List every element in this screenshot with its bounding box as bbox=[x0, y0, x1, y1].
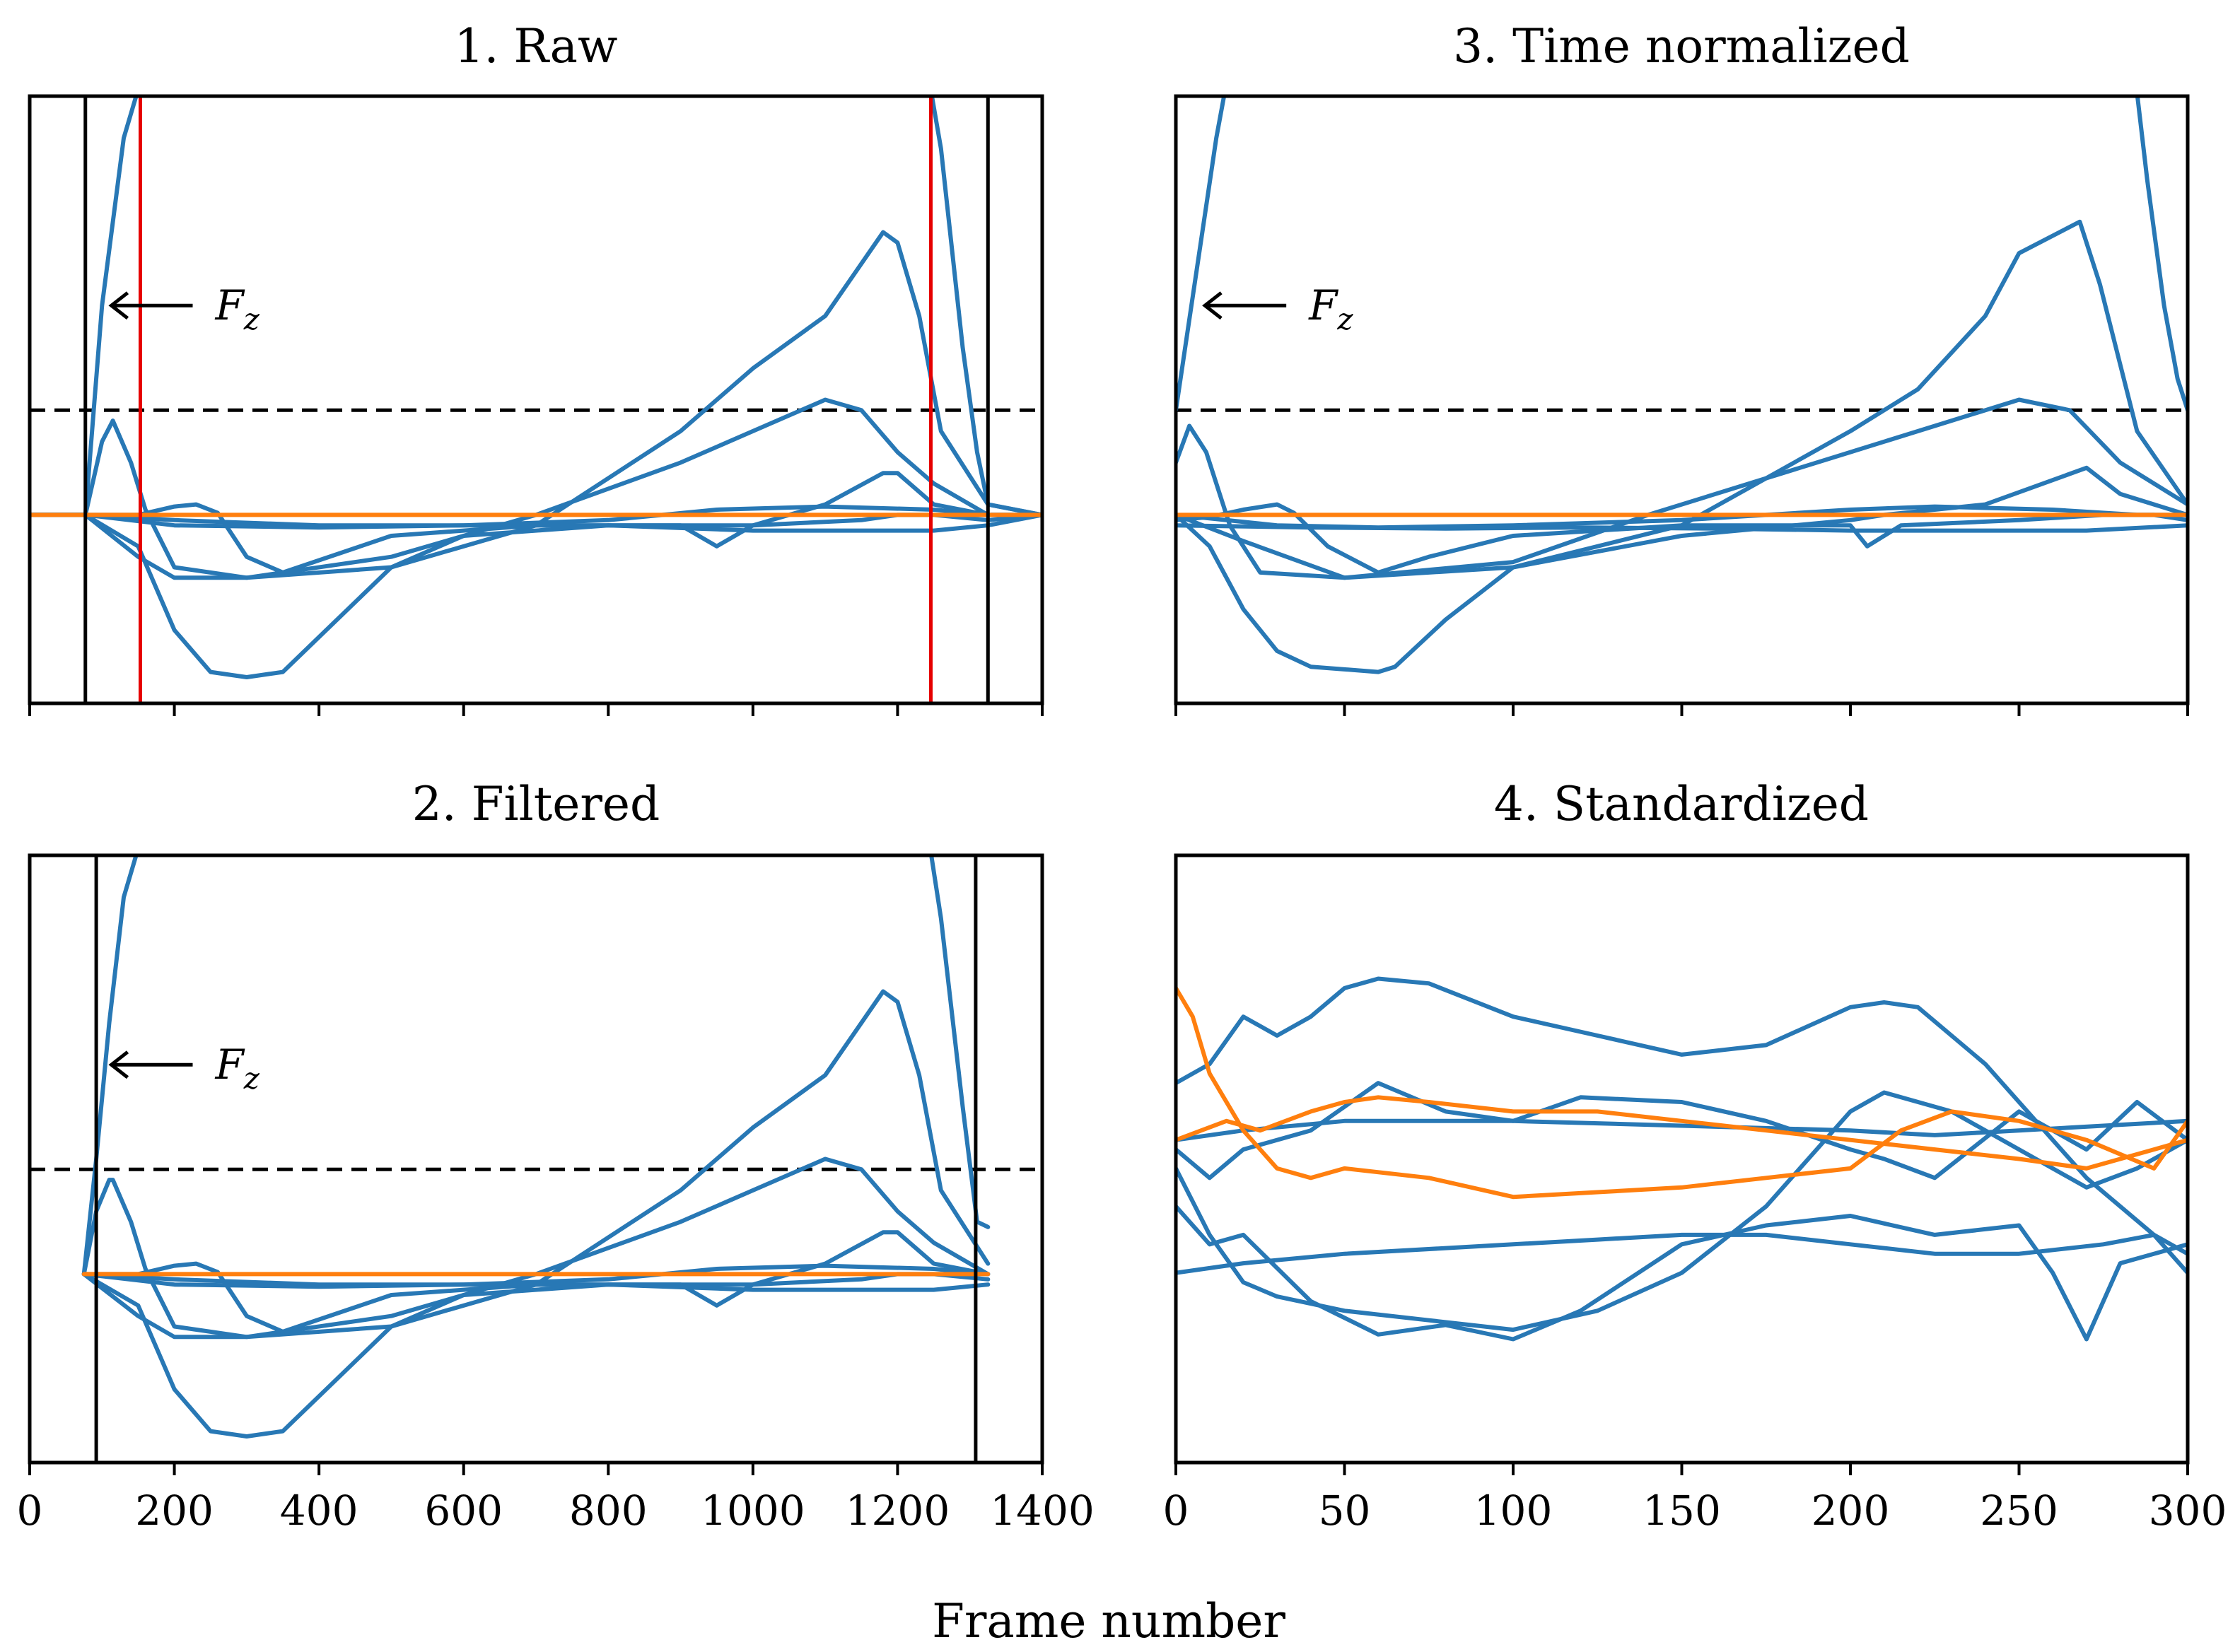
fz-annotation: Fz bbox=[108, 1041, 260, 1096]
annotation-arrowhead bbox=[108, 1050, 129, 1079]
series-line-c bbox=[81, 1230, 991, 1439]
series-line-f bbox=[81, 1272, 991, 1292]
plot-area bbox=[1176, 96, 2188, 674]
series-line-s6 bbox=[1176, 1232, 2188, 1275]
x-tick-label: 0 bbox=[1163, 1487, 1189, 1535]
x-ticks: 0 200 400 600 800 1000 1200 1400 bbox=[17, 1463, 1095, 1535]
series-line-Fz bbox=[30, 96, 1042, 517]
series-line-e bbox=[30, 504, 1042, 530]
series-line-c bbox=[1176, 465, 2188, 674]
panel-title: 2. Filtered bbox=[412, 777, 660, 831]
axes-frame bbox=[28, 94, 1044, 705]
x-tick-label: 50 bbox=[1319, 1487, 1371, 1535]
series-line-f bbox=[1176, 523, 2188, 533]
x-axis-label: Frame number bbox=[932, 1594, 1285, 1648]
series-line-d bbox=[81, 1261, 991, 1334]
axes-frame bbox=[28, 853, 1044, 1465]
axes-frame bbox=[1174, 94, 2190, 705]
annotation-arrowhead bbox=[1202, 291, 1223, 320]
x-tick-label: 1200 bbox=[846, 1487, 950, 1535]
x-tick-label: 1000 bbox=[701, 1487, 805, 1535]
x-tick-label: 300 bbox=[2149, 1487, 2227, 1535]
annotation-label: Fz bbox=[215, 281, 260, 336]
panel-raw: 1. Raw Fz bbox=[28, 19, 1044, 716]
series-line-b bbox=[30, 397, 1042, 580]
series-line-r1 bbox=[1176, 985, 2188, 1200]
x-tick-label: 200 bbox=[135, 1487, 214, 1535]
x-tick-label: 100 bbox=[1474, 1487, 1553, 1535]
series-line-d bbox=[1176, 502, 2188, 575]
x-ticks bbox=[28, 703, 1044, 716]
panel-title: 1. Raw bbox=[455, 19, 618, 74]
panel-title: 4. Standardized bbox=[1494, 777, 1869, 831]
x-ticks bbox=[1174, 703, 2189, 716]
plot-area bbox=[1176, 976, 2188, 1342]
panel-time-normalized: 3. Time normalized Fz bbox=[1174, 19, 2190, 716]
x-tick-label: 600 bbox=[424, 1487, 503, 1535]
x-tick-label: 150 bbox=[1643, 1487, 1721, 1535]
plot-area bbox=[30, 855, 1042, 1463]
series-line-a bbox=[81, 989, 991, 1340]
series-line-f bbox=[30, 512, 1042, 533]
panel-title: 3. Time normalized bbox=[1453, 19, 1910, 74]
fz-annotation: Fz bbox=[108, 281, 260, 336]
panel-standardized: 4. Standardized 0 50 100 150 200 250 300 bbox=[1163, 777, 2227, 1535]
series-line-r2 bbox=[1176, 1095, 2188, 1171]
series-line-Fz bbox=[1176, 96, 2188, 413]
panel-filtered: 2. Filtered 0 200 400 600 800 1000 1200 1400 Fz bbox=[17, 777, 1095, 1535]
x-tick-label: 1400 bbox=[990, 1487, 1095, 1535]
x-tick-label: 800 bbox=[569, 1487, 648, 1535]
x-tick-label: 200 bbox=[1812, 1487, 1890, 1535]
plot-area bbox=[30, 96, 1042, 703]
series-line-s4 bbox=[1176, 1118, 2188, 1142]
series-line-b bbox=[1176, 397, 2188, 580]
annotation-arrowhead bbox=[108, 291, 129, 320]
x-tick-label: 400 bbox=[280, 1487, 358, 1535]
annotation-label: Fz bbox=[1308, 281, 1353, 336]
x-tick-label: 0 bbox=[17, 1487, 43, 1535]
series-line-Fz bbox=[81, 855, 991, 1277]
series-line-s3 bbox=[1176, 1204, 2188, 1342]
fz-annotation: Fz bbox=[1202, 281, 1353, 336]
x-ticks: 0 50 100 150 200 250 300 bbox=[1163, 1463, 2227, 1535]
x-tick-label: 250 bbox=[1980, 1487, 2058, 1535]
series-line-s5 bbox=[1176, 1081, 2188, 1181]
annotation-label: Fz bbox=[215, 1041, 260, 1096]
series-line-b bbox=[81, 1156, 991, 1340]
series-line-c bbox=[30, 471, 1042, 679]
series-line-e bbox=[81, 1263, 991, 1289]
